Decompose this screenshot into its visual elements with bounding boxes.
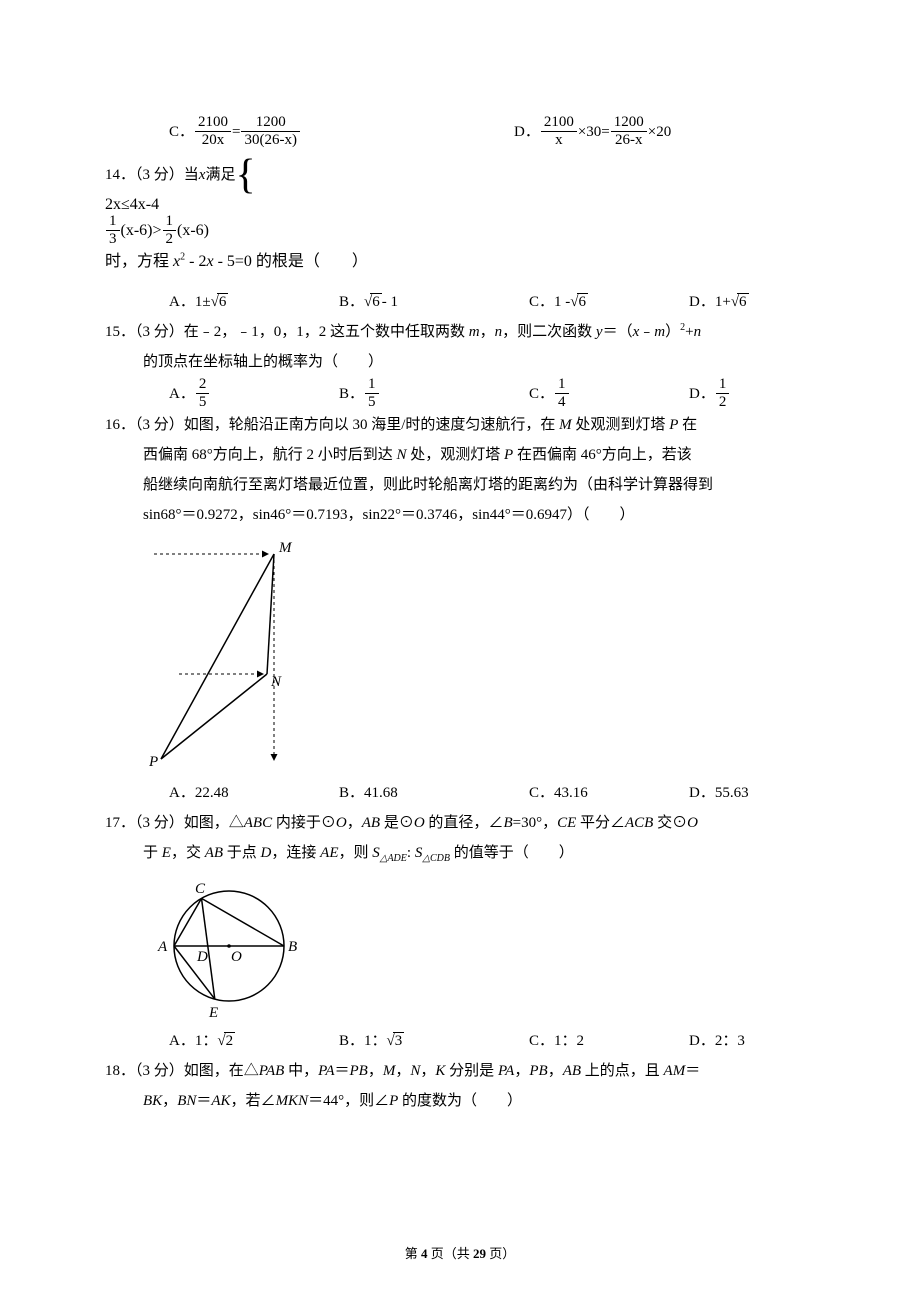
- text: 时，方程: [105, 253, 173, 270]
- q17-option-b: B．1：3: [339, 1026, 529, 1056]
- label-N: N: [270, 674, 282, 690]
- q15-option-c: C．14: [529, 377, 689, 410]
- q16-line4: sin68°＝0.9272，sin46°＝0.7193，sin22°＝0.374…: [105, 500, 815, 530]
- label-P: P: [149, 754, 158, 770]
- page-footer: 第 4 页（共 29 页）: [0, 1243, 920, 1262]
- q17-options: A．1：2 B．1：3 C．1：2 D．2：3: [105, 1026, 815, 1056]
- q14-option-d: D．1+6: [689, 287, 749, 317]
- page-container: C． 210020x = 120030(26-x) D． 2100x ×30= …: [0, 0, 920, 1302]
- q13-option-c: C． 210020x = 120030(26-x): [169, 115, 514, 148]
- q15-option-d: D．12: [689, 377, 730, 410]
- q14-stem: 14．（3 分）当 x 满足 {: [105, 154, 815, 196]
- text: - 5=0 的根是（ ）: [218, 253, 368, 270]
- q17-line1: 17．（3 分）如图，△ABC 内接于⊙O，AB 是⊙O 的直径，∠B=30°，…: [105, 808, 815, 838]
- q13c-frac1: 210020x: [195, 115, 231, 148]
- q15-line1: 15．（3 分）在﹣2，﹣1，0，1，2 这五个数中任取两数 m，n，则二次函数…: [105, 317, 815, 347]
- q16-figure: M N P: [149, 534, 319, 774]
- mult: ×20: [648, 117, 671, 147]
- inequality-system: {: [235, 154, 257, 196]
- label-C: C: [195, 881, 206, 897]
- q15-option-a: A．25: [169, 377, 339, 410]
- q13d-frac2: 120026-x: [611, 115, 647, 148]
- q16-option-d: D．55.63: [689, 778, 749, 808]
- q17-option-a: A．1：2: [169, 1026, 339, 1056]
- q16-option-c: C．43.16: [529, 778, 689, 808]
- q17-line2: 于 E，交 AB 于点 D，连接 AE，则 S△ADE: S△CDB 的值等于（…: [105, 838, 815, 869]
- q16-line3: 船继续向南航行至离灯塔最近位置，则此时轮船离灯塔的距离约为（由科学计算器得到: [105, 470, 815, 500]
- q16-option-a: A．22.48: [169, 778, 339, 808]
- q15-line2: 的顶点在坐标轴上的概率为（ ）: [105, 347, 815, 377]
- q13-option-d: D． 2100x ×30= 120026-x ×20: [514, 115, 671, 148]
- q15-options: A．25 B．15 C．14 D．12: [105, 377, 815, 410]
- equals: =: [232, 117, 240, 147]
- q14-option-b: B．6 - 1: [339, 287, 529, 317]
- q16-option-b: B．41.68: [339, 778, 529, 808]
- label-E: E: [208, 1005, 218, 1021]
- option-label: D．: [514, 117, 540, 147]
- q13d-frac1: 2100x: [541, 115, 577, 148]
- label-D: D: [196, 949, 208, 965]
- var-x: x: [199, 160, 206, 190]
- system-line2: 13 (x-6) > 12 (x-6): [105, 214, 815, 247]
- system-line1: 2x≤4x-4: [105, 196, 815, 214]
- q15-option-b: B．15: [339, 377, 529, 410]
- left-brace-icon: {: [235, 154, 255, 196]
- label-B: B: [288, 939, 297, 955]
- label-A: A: [157, 939, 168, 955]
- q14-option-a: A．1±6: [169, 287, 339, 317]
- q18-line2: BK，BN＝AK，若∠MKN＝44°，则∠P 的度数为（ ）: [105, 1086, 815, 1116]
- q17-option-d: D．2：3: [689, 1026, 745, 1056]
- label-M: M: [278, 540, 293, 556]
- q17-svg: A B C D E O: [149, 871, 319, 1026]
- q17-figure: A B C D E O: [149, 871, 319, 1026]
- q13-options-cd: C． 210020x = 120030(26-x) D． 2100x ×30= …: [105, 115, 815, 148]
- q13c-frac2: 120030(26-x): [241, 115, 300, 148]
- option-label: C．: [169, 117, 194, 147]
- text: 满足: [205, 160, 235, 190]
- q17-option-c: C．1：2: [529, 1026, 689, 1056]
- q18-line1: 18．（3 分）如图，在△PAB 中，PA＝PB，M，N，K 分别是 PA，PB…: [105, 1056, 815, 1086]
- label-O: O: [231, 949, 242, 965]
- mult: ×30=: [578, 117, 610, 147]
- q14-options: A．1±6 B．6 - 1 C．1 - 6 D．1+6: [105, 287, 815, 317]
- q16-line2: 西偏南 68°方向上，航行 2 小时后到达 N 处，观测灯塔 P 在西偏南 46…: [105, 440, 815, 470]
- q16-svg: M N P: [149, 534, 319, 774]
- q16-options: A．22.48 B．41.68 C．43.16 D．55.63: [105, 778, 815, 808]
- q16-line1: 16．（3 分）如图，轮船沿正南方向以 30 海里/时的速度匀速航行，在 M 处…: [105, 410, 815, 440]
- q14-option-c: C．1 - 6: [529, 287, 689, 317]
- text: 14．（3 分）当: [105, 160, 199, 190]
